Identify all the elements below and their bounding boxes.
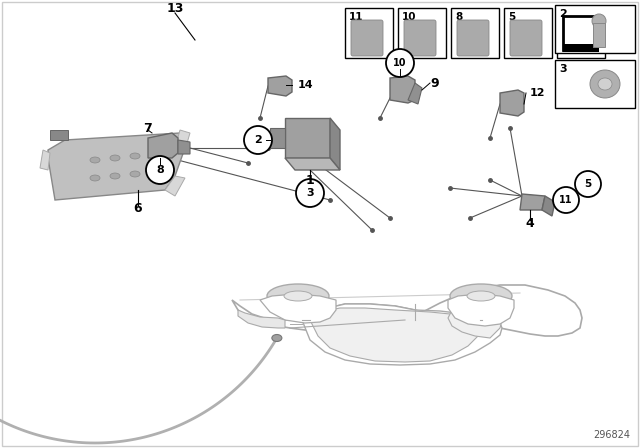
Bar <box>593 23 605 47</box>
Polygon shape <box>268 76 292 96</box>
Polygon shape <box>520 194 545 210</box>
Ellipse shape <box>284 291 312 301</box>
Circle shape <box>386 49 414 77</box>
Text: 11: 11 <box>559 195 573 205</box>
Bar <box>398 8 446 58</box>
Polygon shape <box>178 140 190 154</box>
Text: 13: 13 <box>166 1 184 14</box>
Text: 1: 1 <box>306 173 314 186</box>
Text: 7: 7 <box>143 121 152 134</box>
Bar <box>557 8 605 58</box>
Text: 4: 4 <box>525 216 534 229</box>
Text: 11: 11 <box>349 12 364 22</box>
Polygon shape <box>165 176 185 196</box>
Ellipse shape <box>467 291 495 301</box>
Bar <box>555 60 635 108</box>
Polygon shape <box>270 128 285 148</box>
Polygon shape <box>238 310 285 328</box>
Text: 2: 2 <box>254 135 262 145</box>
Polygon shape <box>448 294 514 326</box>
Polygon shape <box>260 294 336 323</box>
Text: 296824: 296824 <box>593 430 630 440</box>
Polygon shape <box>302 304 502 365</box>
Polygon shape <box>48 133 185 200</box>
Bar <box>504 8 552 58</box>
Ellipse shape <box>450 284 512 308</box>
Ellipse shape <box>592 14 606 28</box>
Polygon shape <box>148 133 178 158</box>
Text: 12: 12 <box>530 88 545 98</box>
Circle shape <box>575 171 601 197</box>
Text: 8: 8 <box>156 165 164 175</box>
Polygon shape <box>310 308 482 362</box>
Ellipse shape <box>110 155 120 161</box>
Text: 10: 10 <box>393 58 407 68</box>
Text: 9: 9 <box>431 77 439 90</box>
Polygon shape <box>390 76 415 103</box>
Text: 3: 3 <box>306 188 314 198</box>
Polygon shape <box>285 118 330 158</box>
FancyBboxPatch shape <box>457 20 489 56</box>
Polygon shape <box>330 118 340 170</box>
Ellipse shape <box>110 173 120 179</box>
FancyBboxPatch shape <box>351 20 383 56</box>
Ellipse shape <box>90 175 100 181</box>
Text: 2: 2 <box>559 9 567 19</box>
Text: 5: 5 <box>584 179 591 189</box>
Bar <box>451 8 499 58</box>
Text: 3: 3 <box>559 64 566 74</box>
Polygon shape <box>40 150 50 170</box>
Polygon shape <box>542 196 555 216</box>
Text: 5: 5 <box>508 12 515 22</box>
Ellipse shape <box>267 284 329 308</box>
FancyBboxPatch shape <box>404 20 436 56</box>
Bar <box>555 5 635 53</box>
Ellipse shape <box>590 70 620 98</box>
Text: 8: 8 <box>455 12 462 22</box>
Bar <box>50 130 68 140</box>
Polygon shape <box>408 83 422 104</box>
Ellipse shape <box>130 171 140 177</box>
Polygon shape <box>500 90 524 116</box>
Circle shape <box>553 187 579 213</box>
Text: 10: 10 <box>402 12 417 22</box>
Ellipse shape <box>598 78 612 90</box>
Text: 6: 6 <box>134 202 142 215</box>
Bar <box>345 8 393 58</box>
Circle shape <box>146 156 174 184</box>
Polygon shape <box>232 285 582 336</box>
Polygon shape <box>285 158 340 170</box>
Polygon shape <box>175 130 190 150</box>
FancyBboxPatch shape <box>510 20 542 56</box>
Circle shape <box>296 179 324 207</box>
Ellipse shape <box>90 157 100 163</box>
Bar <box>563 44 599 52</box>
Ellipse shape <box>272 335 282 341</box>
Circle shape <box>244 126 272 154</box>
Text: 14: 14 <box>298 80 314 90</box>
Polygon shape <box>448 306 502 338</box>
Ellipse shape <box>130 153 140 159</box>
